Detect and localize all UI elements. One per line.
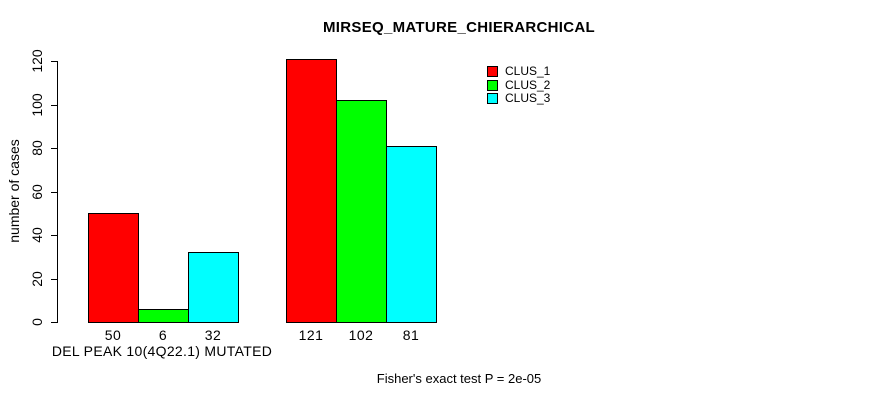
footnote-pvalue: Fisher's exact test P = 2e-05: [376, 371, 542, 386]
y-axis-tick: [51, 322, 57, 323]
bar-value-label: 32: [204, 327, 222, 343]
bar-value-label: 6: [158, 327, 168, 343]
legend-swatch-clus_1: [487, 66, 498, 78]
legend-swatch-clus_2: [487, 79, 498, 91]
bar-clus_2-group1: [138, 309, 189, 323]
y-axis-tick: [51, 235, 57, 236]
legend-label: CLUS_2: [505, 77, 551, 92]
bar-value-label: 50: [104, 327, 122, 343]
y-axis-tick-label: 120: [29, 49, 45, 73]
bar-value-label: 81: [402, 327, 420, 343]
y-axis-tick-label: 100: [29, 92, 45, 117]
legend-item-clus_1: CLUS_1: [487, 64, 551, 79]
y-axis-line: [57, 61, 58, 323]
y-axis-tick: [51, 61, 57, 62]
legend: CLUS_1 CLUS_2 CLUS_3: [487, 64, 551, 106]
x-axis-label: DEL PEAK 10(4Q22.1) MUTATED: [51, 343, 273, 359]
bar-value-label: 121: [298, 327, 324, 343]
legend-item-clus_3: CLUS_3: [487, 91, 551, 106]
y-axis-tick-label: 60: [29, 183, 45, 200]
y-axis-tick: [51, 148, 57, 149]
legend-swatch-clus_3: [487, 93, 498, 105]
bar-clus_2-group2: [336, 100, 387, 323]
legend-label: CLUS_1: [505, 64, 551, 78]
bar-clus_1-group1: [88, 213, 139, 323]
y-axis-tick: [51, 104, 57, 106]
bar-clus_3-group2: [386, 146, 437, 323]
chart-title: MIRSEQ_MATURE_CHIERARCHICAL: [323, 19, 595, 36]
y-axis-tick: [51, 191, 57, 193]
bar-clus_3-group1: [188, 252, 239, 323]
y-axis-tick-label: 20: [29, 270, 45, 287]
legend-item-clus_2: CLUS_2: [487, 77, 551, 93]
bar-clus_1-group2: [286, 59, 337, 323]
y-axis-tick-label: 40: [29, 227, 45, 243]
y-axis-tick-label: 80: [29, 140, 45, 156]
y-axis-tick-label: 0: [29, 318, 45, 326]
y-axis-tick: [51, 278, 57, 280]
legend-label: CLUS_3: [505, 91, 551, 105]
bar-value-label: 102: [348, 327, 374, 343]
